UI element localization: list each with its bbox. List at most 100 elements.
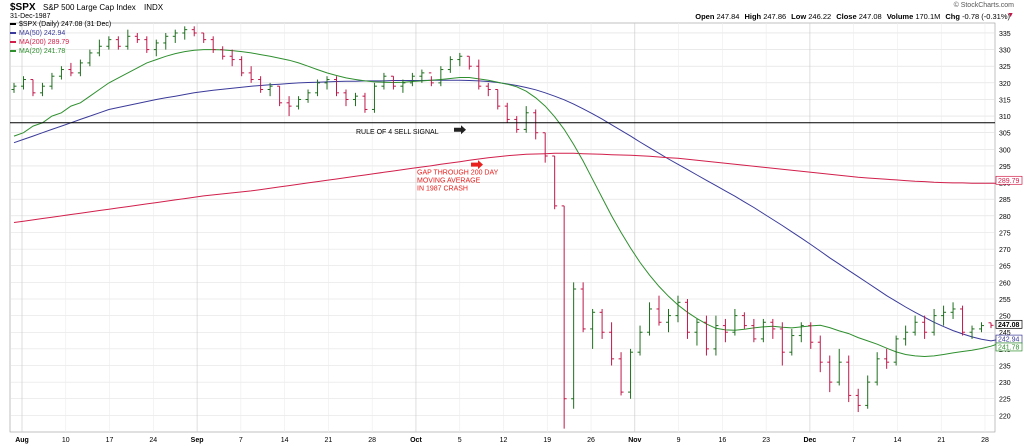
x-tick-label: 21 (325, 437, 333, 444)
ohlc-bar (647, 302, 653, 336)
rule-of-4-label: RULE OF 4 SELL SIGNAL (356, 129, 439, 136)
ohlc-bar (618, 352, 624, 396)
ohlc-bar (722, 318, 728, 343)
ohlc-bar (561, 205, 567, 429)
legend-swatch (10, 41, 16, 44)
y-tick-label: 270 (999, 247, 1011, 254)
ohlc-bar (609, 322, 615, 366)
ohlc-bar (694, 318, 700, 346)
ohlc-bar (789, 328, 795, 356)
y-tick-label: 320 (999, 81, 1011, 88)
ohlc-bar (941, 305, 947, 326)
legend-label: MA(200) 289.79 (19, 39, 70, 46)
last-value-text: 247.08 (998, 322, 1020, 329)
y-tick-label: 245 (999, 330, 1011, 337)
x-tick-label: 5 (458, 437, 462, 444)
x-tick-label: 10 (62, 437, 70, 444)
y-tick-label: 260 (999, 280, 1011, 287)
ohlc-bar (922, 315, 928, 339)
x-tick-label: 17 (106, 437, 114, 444)
ohlc-bar (163, 32, 169, 50)
ohlc-bar (11, 82, 17, 93)
ohlc-bar (770, 318, 776, 339)
x-tick-label: 19 (543, 437, 551, 444)
black-arrow-icon (454, 125, 466, 135)
ohlc-bar (988, 322, 994, 329)
ohlc-bar (49, 72, 55, 90)
y-tick-label: 255 (999, 297, 1011, 304)
ohlc-bar (30, 79, 36, 97)
ohlc-bar (751, 318, 757, 343)
ohlc-bar (846, 355, 852, 403)
y-tick-label: 300 (999, 147, 1011, 154)
gap-annotation-line: IN 1987 CRASH (417, 185, 468, 192)
ohlc-bar (827, 355, 833, 393)
ohlc-bar (286, 96, 292, 117)
gap-annotation-line: MOVING AVERAGE (417, 177, 481, 184)
legend-entry: $SPX (Daily) 247.08 (31 Dec) (10, 20, 111, 29)
exchange-label: INDX (144, 3, 164, 12)
ohlc-bar (258, 76, 264, 93)
ohlc-bar (884, 348, 890, 369)
y-tick-label: 325 (999, 64, 1011, 71)
ohlc-bar (808, 322, 814, 349)
annotations: RULE OF 4 SELL SIGNAL GAP THROUGH 200 DAY… (10, 122, 995, 192)
y-tick-label: 330 (999, 48, 1011, 55)
ohlc-bar (552, 155, 558, 210)
ohlc-field: Low 246.22 (791, 12, 832, 21)
ohlc-bar (656, 295, 662, 326)
y-tick-label: 230 (999, 380, 1011, 387)
chg-down-icon: ▼ (1007, 12, 1014, 19)
ohlc-bar (969, 325, 975, 339)
ohlc-bar (315, 79, 321, 97)
last-value-text: 289.79 (998, 178, 1020, 185)
x-axis: Aug 10 17 24 Sep 7 14 21 28 Oct 5 12 19 26 Nov 9 16 23 Dec… (15, 437, 989, 444)
ohlc-bar (419, 69, 425, 83)
ohlc-bar (779, 322, 785, 366)
ohlc-bar (172, 29, 178, 43)
ohlc-bar (504, 102, 510, 123)
y-tick-label: 315 (999, 97, 1011, 104)
ohlc-bar (39, 82, 45, 97)
ohlc-bar (580, 282, 586, 333)
x-tick-label: Sep (191, 437, 204, 444)
y-tick-label: 285 (999, 197, 1011, 204)
y-tick-label: 305 (999, 131, 1011, 138)
legend-label: MA(50) 242.94 (19, 30, 66, 37)
x-tick-label: Nov (628, 437, 641, 444)
ohlc-bar (628, 348, 634, 399)
ohlc-bar (334, 76, 340, 97)
x-tick-label: 24 (149, 437, 157, 444)
ohlc-bar (523, 106, 529, 133)
ohlc-bar (77, 59, 83, 77)
y-tick-label: 220 (999, 413, 1011, 420)
ohlc-bar (798, 322, 804, 343)
ohlc-bar (182, 26, 188, 40)
ohlc-bar (20, 76, 26, 90)
x-tick-label: 16 (718, 437, 726, 444)
ohlc-bar (855, 388, 861, 413)
x-tick-label: 14 (281, 437, 289, 444)
ohlc-bar (106, 36, 112, 50)
ohlc-bar (96, 39, 102, 57)
ohlc-bar (979, 322, 985, 333)
y-tick-label: 250 (999, 314, 1011, 321)
ohlc-bar (239, 56, 245, 77)
ohlc-field: High 247.86 (744, 12, 787, 21)
ohlc-bar (220, 46, 226, 60)
ohlc-bar (760, 318, 766, 343)
ohlc-bar (713, 315, 719, 356)
x-tick-label: 28 (368, 437, 376, 444)
ohlc-field: Close 247.08 (836, 12, 882, 21)
ohlc-bar (144, 36, 150, 53)
ohlc-bar (960, 305, 966, 336)
ma-line (13, 49, 1001, 358)
ohlc-bar (950, 302, 956, 319)
ohlc-bar (68, 62, 74, 77)
ohlc-bar (296, 96, 302, 110)
gap-annotation-line: GAP THROUGH 200 DAY (417, 169, 499, 176)
ohlc-bar (703, 315, 709, 356)
ohlc-bar (134, 32, 140, 43)
ohlc-bar (874, 352, 880, 386)
last-value-tag (995, 319, 1023, 329)
